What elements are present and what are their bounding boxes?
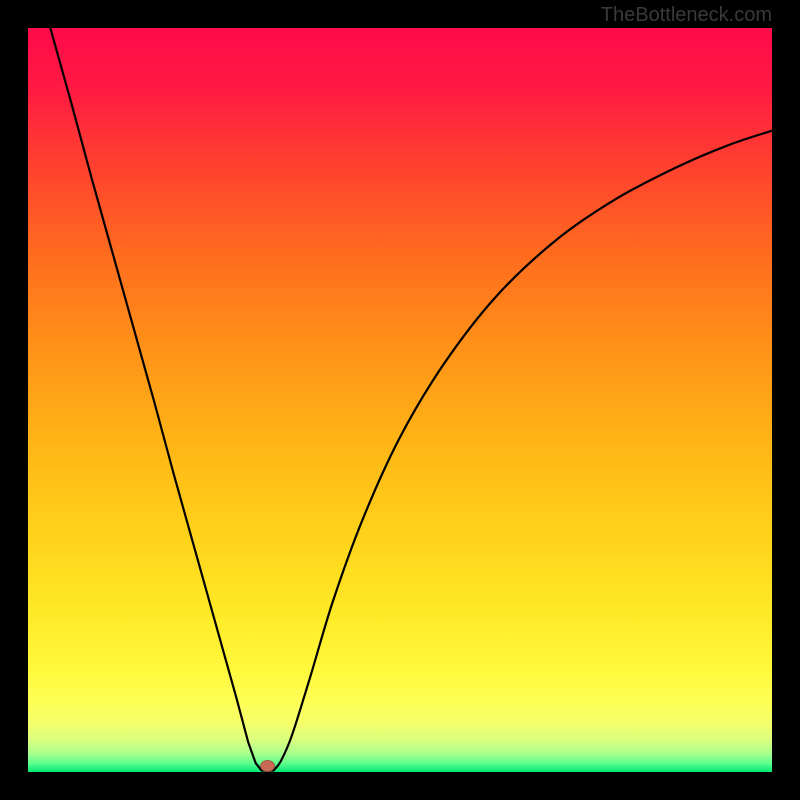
bottleneck-curve <box>50 28 772 771</box>
watermark-label: TheBottleneck.com <box>601 4 772 27</box>
chart-container: TheBottleneck.com <box>0 0 800 800</box>
min-marker <box>261 761 275 772</box>
plot-svg <box>0 0 800 800</box>
